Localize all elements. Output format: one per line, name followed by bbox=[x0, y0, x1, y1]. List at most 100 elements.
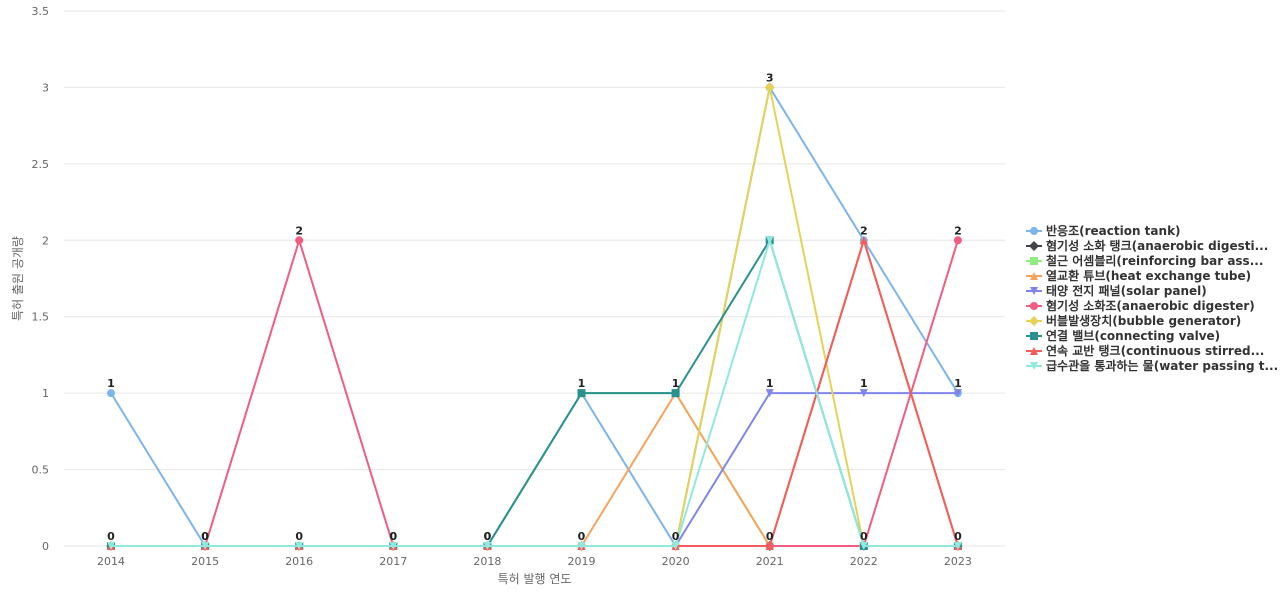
data-point[interactable] bbox=[953, 542, 962, 550]
data-label: 1 bbox=[107, 377, 115, 390]
legend-item[interactable]: 연결 밸브(connecting valve) bbox=[1026, 328, 1220, 343]
legend-marker bbox=[1030, 302, 1038, 310]
data-label: 2 bbox=[954, 224, 962, 237]
legend-item[interactable]: 연속 교반 탱크(continuous stirred... bbox=[1026, 343, 1264, 358]
data-point[interactable] bbox=[953, 236, 962, 245]
data-label: 0 bbox=[201, 530, 209, 543]
x-tick-label: 2015 bbox=[191, 555, 219, 568]
legend-marker bbox=[1030, 272, 1038, 280]
data-label: 2 bbox=[295, 224, 303, 237]
data-point[interactable] bbox=[764, 82, 775, 93]
legend-label: 반응조(reaction tank) bbox=[1046, 223, 1181, 238]
legend-marker bbox=[1030, 227, 1038, 235]
data-point[interactable] bbox=[671, 542, 680, 550]
y-tick-label: 3 bbox=[42, 81, 49, 94]
data-point[interactable] bbox=[107, 389, 115, 398]
legend-label: 버블발생장치(bubble generator) bbox=[1046, 313, 1241, 328]
data-point[interactable] bbox=[859, 236, 868, 245]
legend-item[interactable]: 혐기성 소화조(anaerobic digester) bbox=[1026, 298, 1255, 313]
data-label: 1 bbox=[578, 377, 586, 390]
data-label: 0 bbox=[484, 530, 492, 543]
x-tick-label: 2022 bbox=[850, 555, 878, 568]
x-tick-label: 2019 bbox=[568, 555, 596, 568]
legend-item[interactable]: 반응조(reaction tank) bbox=[1026, 223, 1181, 238]
data-point[interactable] bbox=[483, 542, 492, 550]
legend-marker bbox=[1030, 347, 1038, 355]
y-tick-label: 3.5 bbox=[32, 5, 50, 18]
data-label: 0 bbox=[954, 530, 962, 543]
legend-marker bbox=[1030, 287, 1038, 295]
data-point[interactable] bbox=[765, 542, 774, 550]
legend-item[interactable]: 버블발생장치(bubble generator) bbox=[1026, 313, 1241, 328]
y-tick-label: 0.5 bbox=[32, 464, 50, 477]
y-tick-label: 1 bbox=[42, 387, 49, 400]
y-tick-label: 2.5 bbox=[32, 158, 50, 171]
x-tick-label: 2018 bbox=[473, 555, 501, 568]
data-label: 0 bbox=[672, 530, 680, 543]
legend-label: 철근 어셈블리(reinforcing bar ass... bbox=[1046, 253, 1263, 268]
legend-marker bbox=[1029, 316, 1039, 326]
data-label: 0 bbox=[578, 530, 586, 543]
gridlines bbox=[64, 10, 1005, 547]
y-tick-label: 1.5 bbox=[32, 311, 50, 324]
legend-item[interactable]: 급수관을 통과하는 물(water passing t... bbox=[1026, 358, 1278, 373]
data-label: 1 bbox=[954, 377, 962, 390]
legend-label: 태양 전지 패널(solar panel) bbox=[1046, 283, 1207, 298]
data-label: 0 bbox=[295, 530, 303, 543]
data-label: 0 bbox=[107, 530, 115, 543]
legend-label: 혐기성 소화조(anaerobic digester) bbox=[1046, 298, 1255, 313]
legend-item[interactable]: 혐기성 소화 탱크(anaerobic digesti... bbox=[1026, 238, 1268, 253]
x-tick-label: 2016 bbox=[285, 555, 313, 568]
legend-label: 열교환 튜브(heat exchange tube) bbox=[1046, 268, 1251, 283]
legend-item[interactable]: 태양 전지 패널(solar panel) bbox=[1026, 283, 1207, 298]
data-point[interactable] bbox=[671, 389, 680, 398]
data-label: 0 bbox=[201, 530, 209, 543]
legend-marker bbox=[1030, 257, 1038, 265]
legend[interactable]: 반응조(reaction tank)혐기성 소화 탱크(anaerobic di… bbox=[1026, 223, 1278, 373]
legend-label: 급수관을 통과하는 물(water passing t... bbox=[1046, 358, 1278, 373]
y-tick-label: 0 bbox=[42, 540, 49, 553]
x-axis-ticks: 2014 2015 2016 2017 2018 2019 2020 2021 2022 2023 bbox=[97, 555, 972, 568]
data-label: 0 bbox=[389, 530, 397, 543]
data-label: 1 bbox=[766, 377, 774, 390]
series-line bbox=[111, 239, 958, 547]
x-axis-title: 특허 발행 연도 bbox=[498, 571, 572, 586]
legend-item[interactable]: 열교환 튜브(heat exchange tube) bbox=[1026, 268, 1251, 283]
legend-item[interactable]: 철근 어셈블리(reinforcing bar ass... bbox=[1026, 253, 1263, 268]
x-tick-label: 2014 bbox=[97, 555, 125, 568]
data-point[interactable] bbox=[765, 236, 774, 245]
data-label: 0 bbox=[484, 530, 492, 543]
data-point[interactable] bbox=[953, 389, 962, 398]
legend-label: 연결 밸브(connecting valve) bbox=[1046, 328, 1220, 343]
data-label: 0 bbox=[766, 530, 774, 543]
legend-label: 혐기성 소화 탱크(anaerobic digesti... bbox=[1046, 238, 1268, 253]
data-label: 0 bbox=[389, 530, 397, 543]
x-tick-label: 2017 bbox=[379, 555, 407, 568]
data-label: 1 bbox=[672, 377, 680, 390]
data-point[interactable] bbox=[295, 542, 304, 550]
legend-label: 연속 교반 탱크(continuous stirred... bbox=[1046, 343, 1264, 358]
y-axis-title: 특허 출원 공개량 bbox=[11, 236, 25, 321]
data-label: 0 bbox=[860, 530, 868, 543]
y-tick-label: 2 bbox=[42, 234, 49, 247]
x-tick-label: 2020 bbox=[662, 555, 690, 568]
legend-marker bbox=[1030, 332, 1038, 340]
data-point[interactable] bbox=[389, 542, 398, 550]
data-point[interactable] bbox=[859, 542, 868, 550]
data-point[interactable] bbox=[577, 542, 586, 550]
data-point[interactable] bbox=[295, 236, 304, 245]
x-tick-label: 2023 bbox=[944, 555, 972, 568]
x-tick-label: 2021 bbox=[756, 555, 784, 568]
data-point[interactable] bbox=[859, 389, 868, 398]
legend-marker bbox=[1030, 362, 1038, 370]
data-label: 1 bbox=[860, 377, 868, 390]
data-point[interactable] bbox=[107, 542, 115, 550]
data-label: 3 bbox=[766, 71, 774, 84]
data-point[interactable] bbox=[765, 389, 774, 398]
data-point[interactable] bbox=[201, 542, 210, 550]
data-point[interactable] bbox=[577, 389, 586, 398]
legend-marker bbox=[1029, 241, 1039, 251]
